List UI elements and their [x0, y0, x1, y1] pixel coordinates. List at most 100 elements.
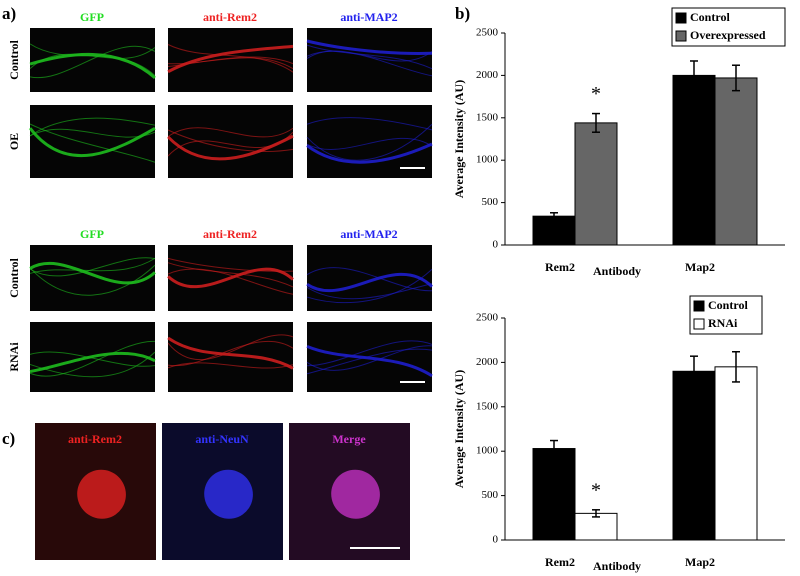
neurite [306, 340, 433, 367]
neurite [306, 345, 433, 371]
column-header: GFP [80, 10, 104, 24]
neurite [306, 50, 433, 62]
neurite [306, 267, 433, 292]
neurite [167, 56, 294, 68]
neurite [306, 142, 433, 164]
bar [574, 122, 618, 246]
neurite [167, 340, 294, 367]
neurite [306, 117, 433, 131]
neurite [29, 117, 156, 137]
error-bar [690, 60, 698, 91]
column-header: anti-MAP2 [340, 227, 397, 241]
column-header: Merge [332, 432, 366, 446]
legend-box [671, 7, 786, 47]
legend-swatch [675, 30, 687, 42]
micrograph-structures [167, 334, 294, 370]
y-tick-label: 2000 [476, 356, 499, 368]
micrograph-structures [306, 267, 434, 304]
column-header: anti-Rem2 [68, 432, 122, 446]
legend-swatch [693, 300, 705, 312]
error-bar [592, 112, 600, 133]
micrograph [168, 28, 293, 92]
error-bar [732, 350, 740, 383]
neurite [167, 129, 294, 152]
error-bar [550, 212, 558, 221]
y-axis-label: Average Intensity (AU) [452, 370, 466, 488]
y-tick-label: 0 [493, 239, 499, 251]
y-axis-label: Average Intensity (AU) [452, 80, 466, 198]
neurite [167, 362, 294, 369]
annotation: * [591, 83, 601, 105]
legend-label: Overexpressed [690, 28, 766, 42]
panel-label: c) [2, 429, 15, 448]
error-bar [550, 439, 558, 458]
micrograph-structures [166, 257, 295, 295]
neurite [167, 57, 294, 70]
column-header: anti-Rem2 [203, 10, 257, 24]
neurite [167, 44, 294, 73]
y-tick-label: 500 [482, 196, 499, 208]
neurite [306, 344, 433, 378]
neurite [29, 52, 156, 80]
row-label: Control [7, 257, 21, 297]
legend-swatch [675, 12, 687, 24]
neurite [306, 39, 433, 55]
neurite [306, 268, 433, 304]
bar [532, 448, 576, 541]
neurite [29, 47, 156, 69]
neurite [29, 123, 156, 163]
panel-label: b) [455, 4, 470, 23]
y-tick-label: 1000 [476, 445, 499, 457]
neurite [167, 334, 294, 361]
neurite [306, 123, 433, 161]
column-header: GFP [80, 227, 104, 241]
micrograph [168, 322, 293, 392]
x-axis-label: Antibody [593, 559, 641, 573]
legend-swatch [693, 318, 705, 330]
micrograph [168, 105, 293, 178]
x-tick-label: Map2 [685, 555, 715, 569]
bar [672, 74, 716, 246]
micrograph-structures [29, 257, 157, 296]
neurite [167, 127, 294, 138]
micrograph-structures [166, 127, 294, 161]
neurite [29, 340, 156, 377]
cell-body [204, 469, 253, 519]
cell-body [331, 469, 380, 519]
legend-label: Control [690, 10, 730, 24]
neurite [167, 44, 294, 74]
micrograph-structures [306, 39, 433, 77]
bar [714, 366, 758, 541]
x-tick-label: Map2 [685, 260, 715, 274]
y-tick-label: 1500 [476, 111, 499, 123]
row-label: OE [7, 133, 21, 150]
x-tick-label: Rem2 [545, 555, 575, 569]
micrograph-structures [28, 117, 156, 163]
neurite [29, 257, 156, 277]
neurite [167, 336, 294, 370]
bar [714, 77, 758, 246]
x-axis-label: Antibody [593, 264, 641, 278]
x-tick-label: Rem2 [545, 260, 575, 274]
annotation: * [591, 479, 601, 501]
y-tick-label: 1000 [476, 154, 499, 166]
neurite [29, 264, 156, 296]
micrograph-structures [35, 423, 156, 560]
column-header: anti-MAP2 [340, 10, 397, 24]
y-tick-label: 2000 [476, 69, 499, 81]
neurite [167, 262, 294, 288]
neurite [167, 257, 294, 272]
bar [672, 370, 716, 541]
row-label: RNAi [7, 342, 21, 372]
error-bar [732, 64, 740, 92]
neurite [306, 44, 433, 70]
cell-body [77, 469, 126, 519]
micrograph-structures [306, 340, 433, 378]
y-tick-label: 0 [493, 534, 499, 546]
neurite [29, 128, 156, 138]
legend-label: RNAi [708, 316, 738, 330]
neurite [167, 131, 294, 157]
micrograph-structures [162, 423, 283, 560]
column-header: anti-Rem2 [203, 227, 257, 241]
bar [574, 512, 618, 541]
